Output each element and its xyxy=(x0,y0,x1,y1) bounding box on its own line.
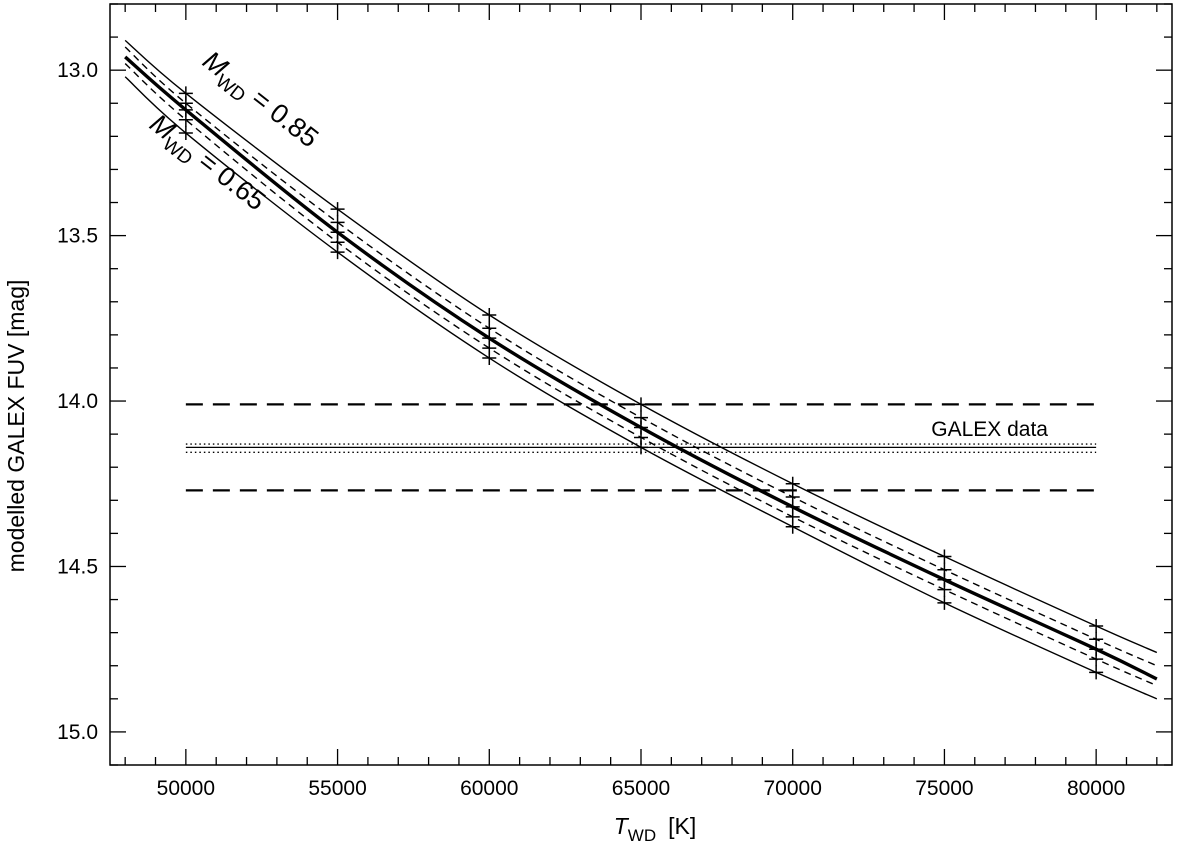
x-tick-label: 70000 xyxy=(764,777,822,800)
model-point-marker xyxy=(1089,619,1104,634)
x-axis-label: TWD [K] xyxy=(614,813,697,844)
model-point-marker xyxy=(1089,665,1104,680)
model-point-marker xyxy=(482,351,497,366)
y-tick-label: 13.5 xyxy=(57,225,98,248)
tick-labels: 50000 55000 60000 65000 70000 75000 80000 13.0 1… xyxy=(57,59,1125,800)
x-tick-label: 80000 xyxy=(1067,777,1125,800)
x-tick-label: 50000 xyxy=(157,777,215,800)
model-point-marker xyxy=(1089,652,1104,667)
x-tick-label: 55000 xyxy=(308,777,366,800)
model-point-marker xyxy=(482,308,497,323)
major-ticks xyxy=(110,4,1172,765)
model-point-marker xyxy=(634,440,648,455)
model-point-marker xyxy=(634,397,648,412)
y-tick-label: 14.0 xyxy=(57,390,98,413)
annotation-mwd-085: MWD = 0.85 xyxy=(194,45,325,158)
y-tick-label: 13.0 xyxy=(57,59,98,82)
y-tick-label: 14.5 xyxy=(57,555,98,578)
model-point-marker xyxy=(937,549,952,564)
model-point-marker xyxy=(785,476,800,491)
model-point-marker xyxy=(330,202,345,217)
model-curve-4 xyxy=(124,63,1158,687)
model-curves xyxy=(124,39,1158,700)
model-curve-2 xyxy=(124,46,1158,667)
x-tick-label: 65000 xyxy=(612,777,670,800)
minor-ticks xyxy=(110,3,1172,766)
model-point-marker xyxy=(785,519,800,534)
model-markers xyxy=(178,86,1104,680)
model-point-marker xyxy=(178,126,193,141)
x-tick-label: 75000 xyxy=(915,777,973,800)
y-tick-label: 15.0 xyxy=(57,721,98,744)
model-point-marker xyxy=(330,245,345,260)
y-axis-label: modelled GALEX FUV [mag] xyxy=(3,280,29,573)
model-point-marker xyxy=(937,582,952,597)
x-tick-label: 60000 xyxy=(460,777,518,800)
galex-data-label: GALEX data xyxy=(931,418,1048,441)
model-point-marker xyxy=(937,595,952,610)
model-curve-3 xyxy=(124,55,1158,681)
model-point-marker xyxy=(178,112,193,127)
